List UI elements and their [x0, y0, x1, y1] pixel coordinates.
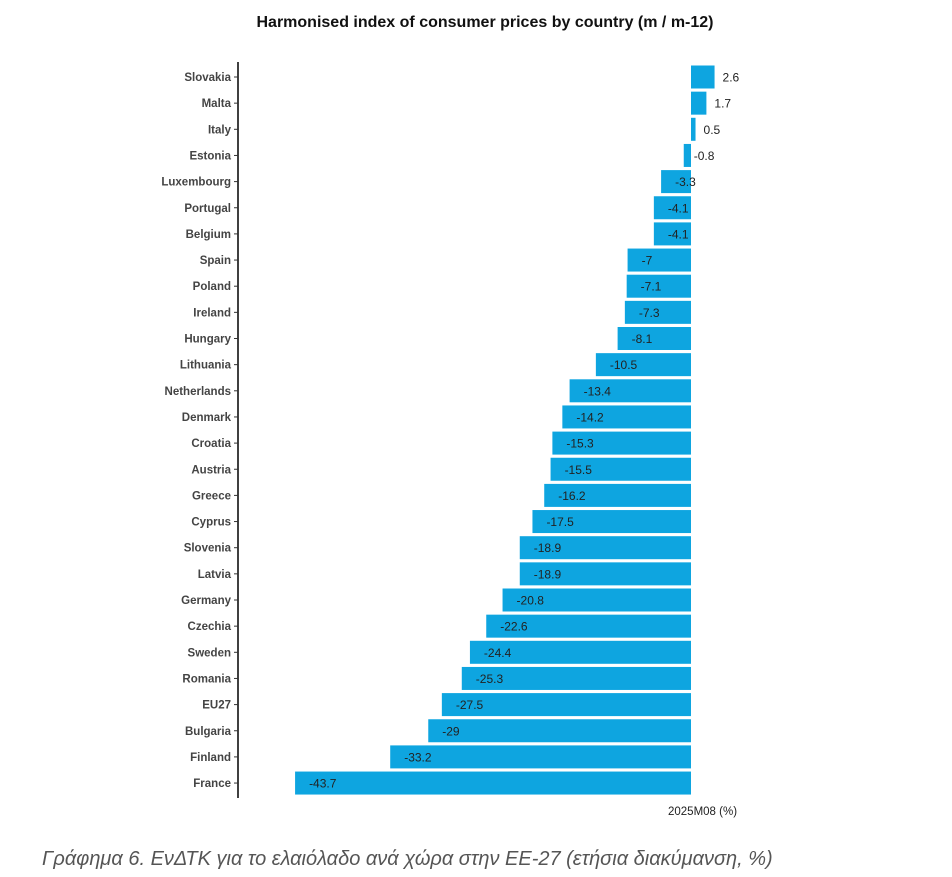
- y-tick-label: Slovakia: [184, 72, 231, 84]
- y-tick-label: Croatia: [191, 438, 231, 450]
- data-label: -3.3: [675, 175, 696, 189]
- y-tick-label: Netherlands: [165, 386, 231, 398]
- y-tick-label: Slovenia: [184, 543, 232, 555]
- figure-caption: Γράφημα 6. ΕνΔΤΚ για το ελαιόλαδο ανά χώ…: [42, 848, 773, 870]
- bar-czechia: [486, 614, 691, 638]
- data-label: -25.3: [476, 672, 504, 686]
- bar-portugal: [653, 196, 691, 220]
- bar-spain: [627, 248, 691, 272]
- bar-lithuania: [595, 353, 691, 377]
- y-tick-label: Hungary: [184, 334, 231, 346]
- y-tick-label: Portugal: [184, 203, 231, 215]
- data-label: -14.2: [576, 410, 604, 424]
- bar-eu27: [441, 693, 691, 717]
- data-label: -15.5: [565, 463, 593, 477]
- bar-cyprus: [532, 510, 691, 534]
- bar-denmark: [562, 405, 691, 429]
- y-tick-label: Malta: [202, 98, 232, 110]
- bar-belgium: [653, 222, 691, 246]
- y-tick-label: France: [193, 778, 231, 790]
- bar-slovenia: [519, 536, 691, 560]
- bar-romania: [461, 666, 691, 690]
- y-tick-label: Estonia: [189, 150, 231, 162]
- y-tick-label: Finland: [190, 752, 231, 764]
- y-tick-label: Bulgaria: [185, 726, 232, 738]
- bar-poland: [626, 274, 691, 298]
- y-tick-label: Czechia: [188, 621, 232, 633]
- bar-austria: [550, 457, 691, 481]
- y-tick-label: Greece: [192, 490, 231, 502]
- y-tick-label: Ireland: [193, 307, 231, 319]
- chart-title: Harmonised index of consumer prices by c…: [256, 14, 714, 31]
- data-label: -18.9: [534, 567, 562, 581]
- y-tick-label: Belgium: [186, 229, 231, 241]
- data-label: -4.1: [668, 201, 689, 215]
- data-label: -7.1: [641, 280, 662, 294]
- data-label: 0.5: [704, 123, 721, 137]
- data-label: -17.5: [546, 515, 574, 529]
- y-tick-label: Sweden: [188, 647, 231, 659]
- data-label: -29: [442, 724, 460, 738]
- data-label: -13.4: [584, 384, 612, 398]
- bar-france: [295, 771, 691, 795]
- data-label: -7.3: [639, 306, 660, 320]
- y-tick-label: Latvia: [198, 569, 232, 581]
- y-tick-label: Austria: [191, 464, 231, 476]
- bar-ireland: [624, 300, 691, 324]
- data-label: 2.6: [723, 71, 740, 85]
- data-label: -18.9: [534, 541, 562, 555]
- data-label: -43.7: [309, 777, 337, 791]
- y-tick-label: EU27: [202, 700, 231, 712]
- data-label: -27.5: [456, 698, 484, 712]
- bar-sweden: [469, 640, 691, 664]
- bar-luxembourg: [661, 170, 691, 194]
- bar-bulgaria: [428, 719, 691, 743]
- bar-croatia: [552, 431, 691, 455]
- y-tick-label: Luxembourg: [161, 177, 231, 189]
- data-label: 1.7: [714, 97, 731, 111]
- bar-slovakia: [691, 65, 715, 89]
- bar-malta: [691, 91, 707, 115]
- y-tick-label: Italy: [208, 124, 232, 136]
- bar-chart: Slovakia 2.6 Malta 1.7 Italy 0.5 Estonia -0.8 Lu…: [161, 62, 740, 818]
- y-tick-label: Germany: [181, 595, 231, 607]
- x-axis-label: 2025M08 (%): [668, 806, 737, 818]
- data-label: -4.1: [668, 227, 689, 241]
- data-label: -16.2: [558, 489, 586, 503]
- data-label: -15.3: [566, 437, 594, 451]
- data-label: -33.2: [404, 750, 432, 764]
- data-label: -24.4: [484, 646, 512, 660]
- bar-estonia: [683, 143, 691, 167]
- y-tick-label: Poland: [193, 281, 231, 293]
- bar-netherlands: [569, 379, 691, 403]
- y-tick-label: Lithuania: [180, 360, 232, 372]
- data-label: -10.5: [610, 358, 638, 372]
- data-label: -8.1: [632, 332, 653, 346]
- y-tick-label: Romania: [182, 673, 231, 685]
- bar-hungary: [617, 327, 691, 350]
- data-label: -0.8: [694, 149, 715, 163]
- y-tick-label: Spain: [200, 255, 231, 267]
- bar-finland: [390, 745, 691, 769]
- bar-latvia: [519, 562, 691, 586]
- data-label: -22.6: [500, 620, 528, 634]
- bar-italy: [691, 117, 696, 141]
- data-label: -7: [642, 254, 653, 268]
- data-label: -20.8: [517, 594, 545, 608]
- bar-germany: [502, 588, 691, 612]
- bar-greece: [544, 483, 691, 507]
- y-tick-label: Denmark: [182, 412, 232, 424]
- y-tick-label: Cyprus: [191, 517, 231, 529]
